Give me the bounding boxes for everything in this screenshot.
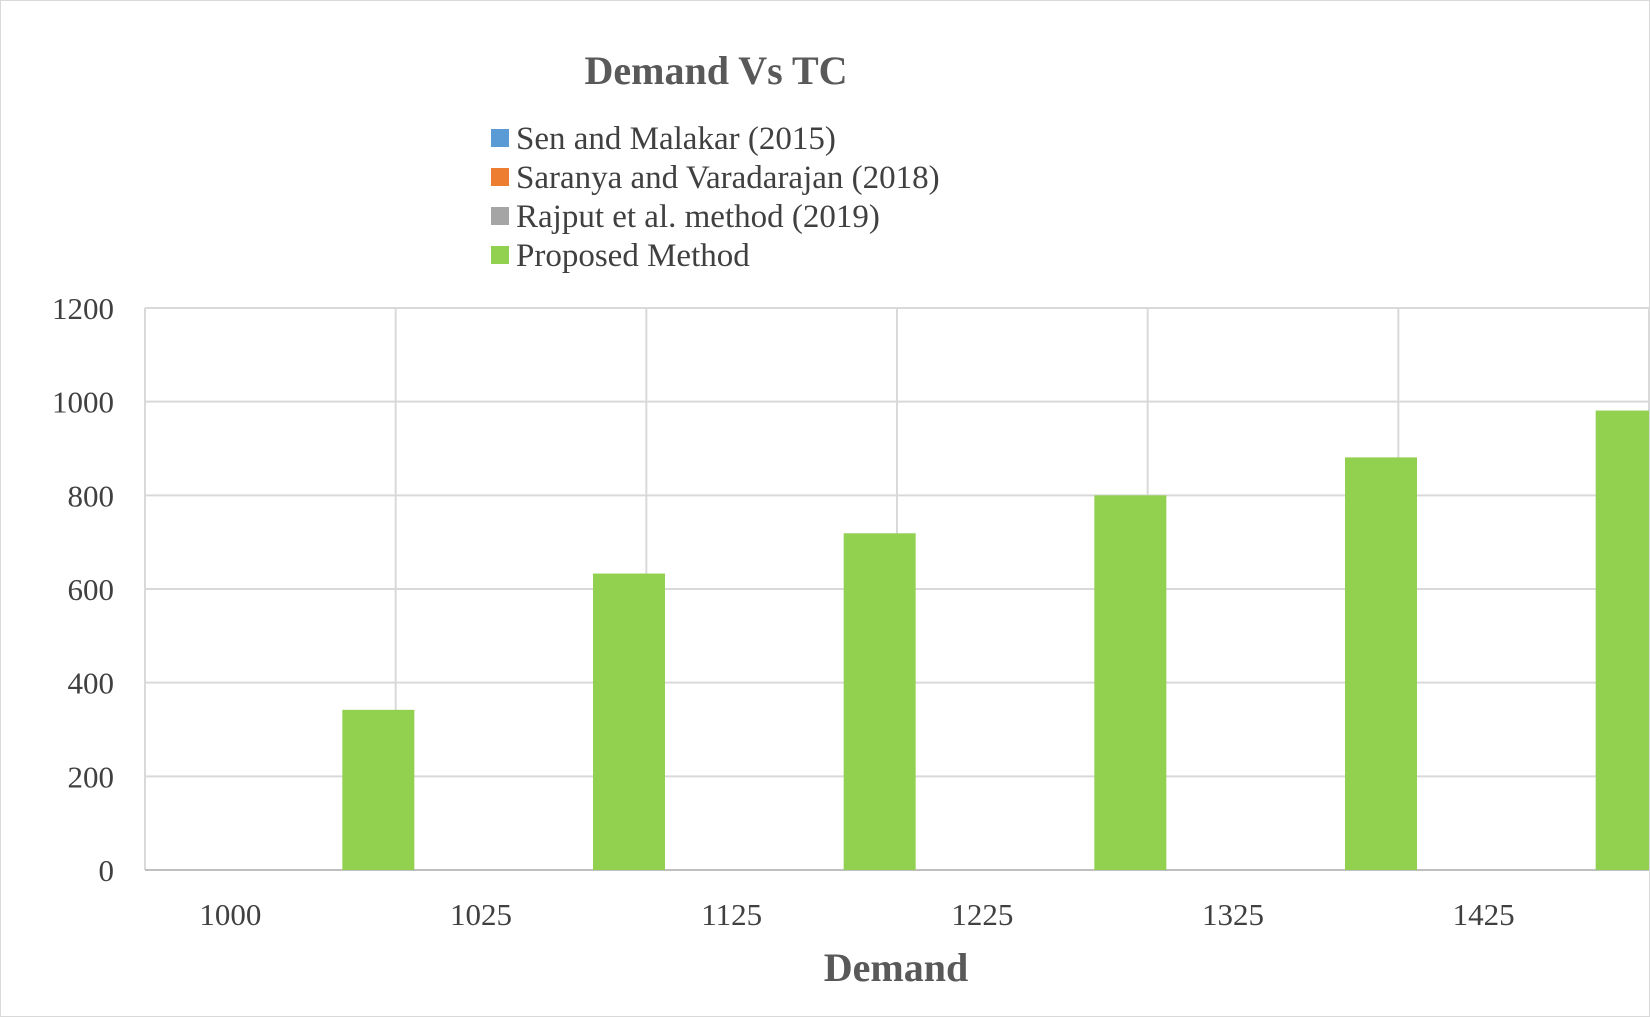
y-tick-label: 200 bbox=[68, 759, 115, 794]
legend-label: Saranya and Varadarajan (2018) bbox=[516, 160, 940, 196]
legend-label: Sen and Malakar (2015) bbox=[516, 121, 836, 157]
legend-item: Rajput et al. method (2019) bbox=[491, 199, 880, 235]
y-axis-ticks: 0 200 400 600 800 1000 1200 bbox=[52, 291, 114, 888]
bar bbox=[1094, 495, 1167, 870]
bar bbox=[342, 709, 415, 870]
legend-swatch bbox=[491, 207, 509, 225]
y-tick-label: 1000 bbox=[52, 385, 114, 420]
y-tick-label: 400 bbox=[68, 666, 115, 701]
legend-item: Sen and Malakar (2015) bbox=[491, 121, 836, 157]
x-tick-label: 1025 bbox=[450, 897, 512, 932]
bar bbox=[593, 573, 665, 870]
bar bbox=[843, 533, 916, 870]
bar bbox=[1595, 410, 1649, 870]
x-tick-label: 1225 bbox=[951, 897, 1013, 932]
y-tick-label: 800 bbox=[68, 478, 115, 513]
y-tick-label: 0 bbox=[99, 853, 115, 888]
legend-item: Proposed Method bbox=[491, 238, 750, 274]
legend-swatch bbox=[491, 129, 509, 147]
x-tick-label: 1425 bbox=[1453, 897, 1515, 932]
x-tick-label: 1125 bbox=[701, 897, 762, 932]
bar bbox=[1345, 457, 1417, 870]
chart-title: Demand Vs TC bbox=[584, 48, 847, 93]
x-tick-label: 1325 bbox=[1202, 897, 1264, 932]
legend: Sen and Malakar (2015)Saranya and Varada… bbox=[491, 121, 940, 274]
y-tick-label: 1200 bbox=[52, 291, 114, 326]
legend-swatch bbox=[491, 168, 509, 186]
legend-swatch bbox=[491, 246, 509, 264]
x-axis-ticks: 1000 1025 1125 1225 1325 1425 bbox=[199, 897, 1514, 932]
legend-label: Proposed Method bbox=[516, 238, 750, 274]
y-tick-label: 600 bbox=[68, 572, 115, 607]
x-tick-label: 1000 bbox=[199, 897, 261, 932]
x-axis-title: Demand bbox=[824, 945, 968, 990]
bars bbox=[342, 410, 1649, 870]
legend-label: Rajput et al. method (2019) bbox=[516, 199, 880, 235]
legend-item: Saranya and Varadarajan (2018) bbox=[491, 160, 940, 196]
